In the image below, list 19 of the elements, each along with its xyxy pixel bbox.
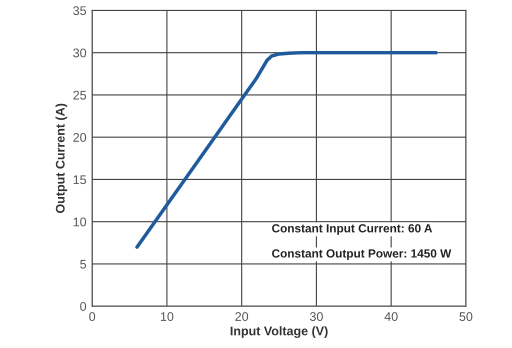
x-tick-label: 50 [459, 312, 472, 321]
y-tick-label: 15 [74, 175, 86, 184]
x-tick-label: 20 [235, 312, 248, 321]
x-tick-label: 40 [384, 312, 398, 321]
annotation: Constant Input Current: 60 A [272, 224, 432, 235]
x-axis-title: Input Voltage (V) [230, 326, 328, 338]
y-tick-label: 30 [73, 48, 86, 58]
y-tick-label: 35 [73, 6, 86, 16]
y-axis-title: Output Current (A) [55, 104, 68, 214]
x-tick-label: 10 [160, 312, 174, 321]
y-tick-label: 0 [80, 302, 86, 311]
y-tick-label: 10 [74, 218, 86, 226]
line-series [135, 50, 438, 249]
y-tick-label: 5 [80, 260, 86, 269]
annotation: Constant Output Power: 1450 W [272, 249, 452, 260]
x-tick-label: 0 [89, 312, 96, 321]
x-tick-label: 30 [310, 312, 323, 321]
y-tick-label: 25 [73, 90, 86, 100]
y-tick-label: 20 [73, 133, 86, 142]
